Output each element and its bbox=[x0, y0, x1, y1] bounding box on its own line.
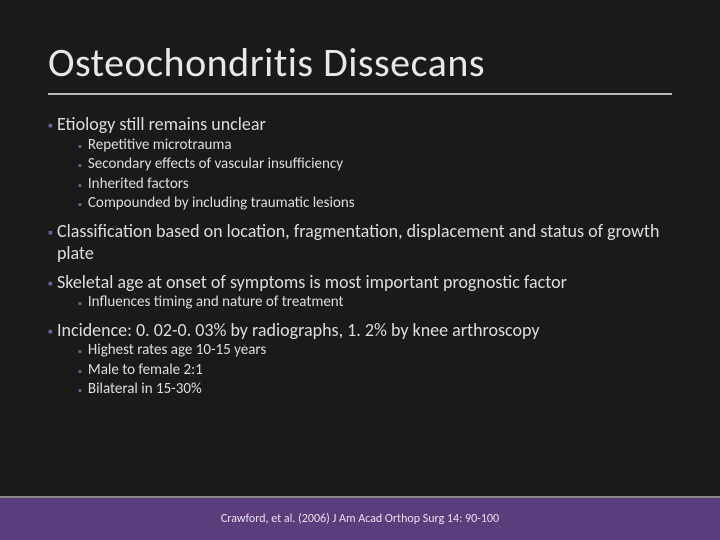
square-bullet-icon: ▪ bbox=[48, 323, 53, 341]
sub-bullet: ▪ Male to female 2:1 bbox=[78, 361, 672, 381]
square-bullet-icon: ▪ bbox=[48, 224, 53, 242]
bullet-text: Bilateral in 15-30% bbox=[88, 380, 202, 400]
square-bullet-icon: ▪ bbox=[48, 117, 53, 135]
square-bullet-icon: ▪ bbox=[78, 384, 82, 398]
bullet-text: Repetitive microtrauma bbox=[88, 136, 232, 156]
bullet-text: Highest rates age 10-15 years bbox=[88, 341, 266, 361]
bullet-text: Male to female 2:1 bbox=[88, 361, 203, 381]
square-bullet-icon: ▪ bbox=[78, 297, 82, 311]
bullet-text: Incidence: 0. 02-0. 03% by radiographs, … bbox=[57, 319, 540, 342]
sub-bullet: ▪ Inherited factors bbox=[78, 175, 672, 195]
slide-title: Osteochondritis Dissecans bbox=[48, 38, 672, 95]
square-bullet-icon: ▪ bbox=[78, 365, 82, 379]
sub-bullet: ▪ Influences timing and nature of treatm… bbox=[78, 293, 672, 313]
sub-bullet: ▪ Highest rates age 10-15 years bbox=[78, 341, 672, 361]
sub-bullet: ▪ Bilateral in 15-30% bbox=[78, 380, 672, 400]
bullet-text: Influences timing and nature of treatmen… bbox=[88, 293, 344, 313]
square-bullet-icon: ▪ bbox=[78, 159, 82, 173]
square-bullet-icon: ▪ bbox=[78, 345, 82, 359]
sub-bullet: ▪ Compounded by including traumatic lesi… bbox=[78, 194, 672, 214]
square-bullet-icon: ▪ bbox=[78, 179, 82, 193]
bullet-incidence: ▪ Incidence: 0. 02-0. 03% by radiographs… bbox=[48, 319, 672, 342]
sub-bullet: ▪ Secondary effects of vascular insuffic… bbox=[78, 155, 672, 175]
sub-bullet: ▪ Repetitive microtrauma bbox=[78, 136, 672, 156]
bullet-classification: ▪ Classification based on location, frag… bbox=[48, 220, 672, 265]
square-bullet-icon: ▪ bbox=[78, 198, 82, 212]
citation-text: Crawford, et al. (2006) J Am Acad Orthop… bbox=[221, 512, 499, 526]
bullet-text: Compounded by including traumatic lesion… bbox=[88, 194, 355, 214]
bullet-text: Skeletal age at onset of symptoms is mos… bbox=[57, 271, 567, 294]
square-bullet-icon: ▪ bbox=[48, 275, 53, 293]
bullet-skeletal: ▪ Skeletal age at onset of symptoms is m… bbox=[48, 271, 672, 294]
slide: Osteochondritis Dissecans ▪ Etiology sti… bbox=[0, 0, 720, 540]
bullet-text: Classification based on location, fragme… bbox=[57, 220, 672, 265]
slide-content: ▪ Etiology still remains unclear ▪ Repet… bbox=[48, 113, 672, 400]
bullet-etiology: ▪ Etiology still remains unclear bbox=[48, 113, 672, 136]
bullet-text: Etiology still remains unclear bbox=[57, 113, 266, 136]
bullet-text: Secondary effects of vascular insufficie… bbox=[88, 155, 343, 175]
footer-band: Crawford, et al. (2006) J Am Acad Orthop… bbox=[0, 496, 720, 540]
bullet-text: Inherited factors bbox=[88, 175, 189, 195]
square-bullet-icon: ▪ bbox=[78, 140, 82, 154]
